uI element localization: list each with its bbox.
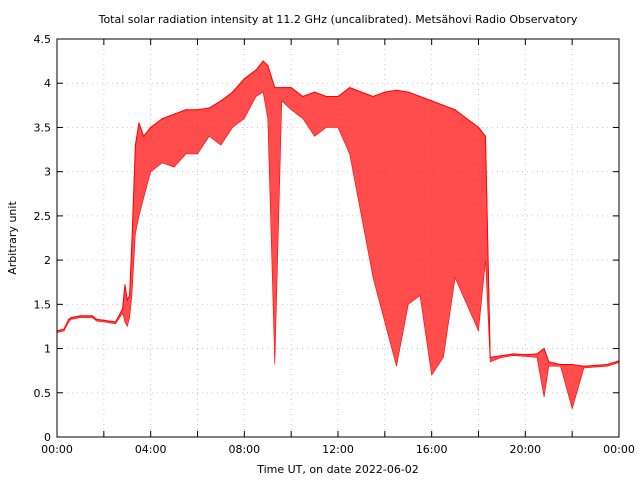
x-tick-label: 20:00 bbox=[509, 443, 541, 456]
data-point bbox=[543, 348, 545, 350]
data-point bbox=[96, 318, 98, 320]
data-point bbox=[63, 328, 65, 330]
data-point bbox=[208, 107, 210, 109]
data-point bbox=[68, 318, 70, 320]
data-point bbox=[114, 321, 117, 323]
data-point bbox=[274, 87, 276, 89]
data-point bbox=[484, 135, 487, 137]
y-tick-label: 1 bbox=[44, 343, 51, 356]
y-tick-label: 2 bbox=[44, 254, 51, 267]
data-point bbox=[314, 91, 316, 93]
data-point bbox=[290, 87, 292, 89]
data-point bbox=[255, 69, 257, 71]
y-tick-label: 0 bbox=[44, 431, 51, 444]
data-point bbox=[185, 109, 187, 111]
data-point bbox=[454, 109, 456, 111]
data-point bbox=[79, 315, 81, 317]
y-tick-label: 0.5 bbox=[34, 387, 52, 400]
x-tick-label: 04:00 bbox=[135, 443, 167, 456]
y-tick-labels: 0 0.5 1 1.5 2 2.5 3 3.5 4 4.5 bbox=[34, 33, 52, 444]
data-point bbox=[302, 95, 304, 98]
data-point bbox=[442, 104, 444, 106]
data-point bbox=[103, 319, 105, 321]
y-tick-label: 2.5 bbox=[34, 210, 52, 223]
series-line bbox=[56, 60, 620, 367]
data-point bbox=[138, 122, 140, 124]
data-point bbox=[571, 363, 573, 366]
data-point bbox=[395, 89, 398, 91]
x-tick-label: 00:00 bbox=[41, 443, 73, 456]
x-axis-label: Time UT, on date 2022-06-02 bbox=[256, 463, 419, 476]
data-point bbox=[267, 64, 269, 67]
data-point bbox=[243, 78, 245, 80]
data-point bbox=[583, 365, 585, 367]
data-point bbox=[161, 118, 163, 120]
data-point bbox=[126, 299, 128, 301]
data-point bbox=[559, 363, 562, 366]
data-point bbox=[150, 126, 152, 128]
data-point bbox=[173, 113, 175, 115]
data-point bbox=[466, 118, 468, 120]
data-point bbox=[548, 361, 550, 363]
data-point bbox=[372, 95, 374, 98]
data-point bbox=[262, 60, 264, 62]
y-tick-label: 1.5 bbox=[34, 298, 52, 311]
axis-ticks bbox=[56, 38, 620, 438]
y-axis-label: Arbitrary unit bbox=[6, 201, 19, 275]
data-point bbox=[477, 126, 480, 128]
data-point bbox=[384, 91, 386, 93]
data-point bbox=[124, 284, 126, 286]
data-point bbox=[91, 315, 93, 317]
data-point bbox=[489, 356, 491, 358]
x-tick-label: 00:00 bbox=[603, 443, 635, 456]
x-tick-label: 16:00 bbox=[416, 443, 448, 456]
data-point bbox=[606, 363, 608, 366]
data-point bbox=[360, 91, 362, 93]
data-point bbox=[196, 109, 199, 111]
x-tick-labels: 00:00 04:00 08:00 12:00 16:00 20:00 00:00 bbox=[41, 443, 635, 456]
data-point bbox=[70, 317, 72, 319]
data-point bbox=[337, 95, 339, 98]
data-point bbox=[536, 353, 538, 355]
data-point bbox=[131, 241, 133, 243]
data-point bbox=[595, 364, 597, 366]
data-point bbox=[407, 91, 409, 93]
data-point bbox=[122, 308, 124, 310]
data-point bbox=[232, 91, 234, 93]
data-point bbox=[513, 353, 515, 355]
data-point bbox=[220, 100, 222, 102]
data-point bbox=[143, 135, 145, 137]
data-point bbox=[524, 354, 526, 356]
data-point bbox=[281, 87, 283, 89]
data-point bbox=[129, 294, 131, 297]
data-point bbox=[431, 100, 433, 102]
y-tick-label: 3.5 bbox=[34, 121, 52, 134]
data-point bbox=[501, 355, 503, 357]
chart-title: Total solar radiation intensity at 11.2 … bbox=[98, 13, 578, 26]
y-tick-label: 3 bbox=[44, 166, 51, 179]
data-point bbox=[134, 144, 136, 146]
data-point bbox=[349, 87, 351, 89]
x-tick-label: 08:00 bbox=[228, 443, 260, 456]
data-point bbox=[419, 95, 421, 98]
x-tick-label: 12:00 bbox=[322, 443, 354, 456]
y-tick-label: 4 bbox=[44, 77, 51, 90]
y-tick-label: 4.5 bbox=[34, 33, 52, 46]
data-point bbox=[325, 95, 327, 98]
